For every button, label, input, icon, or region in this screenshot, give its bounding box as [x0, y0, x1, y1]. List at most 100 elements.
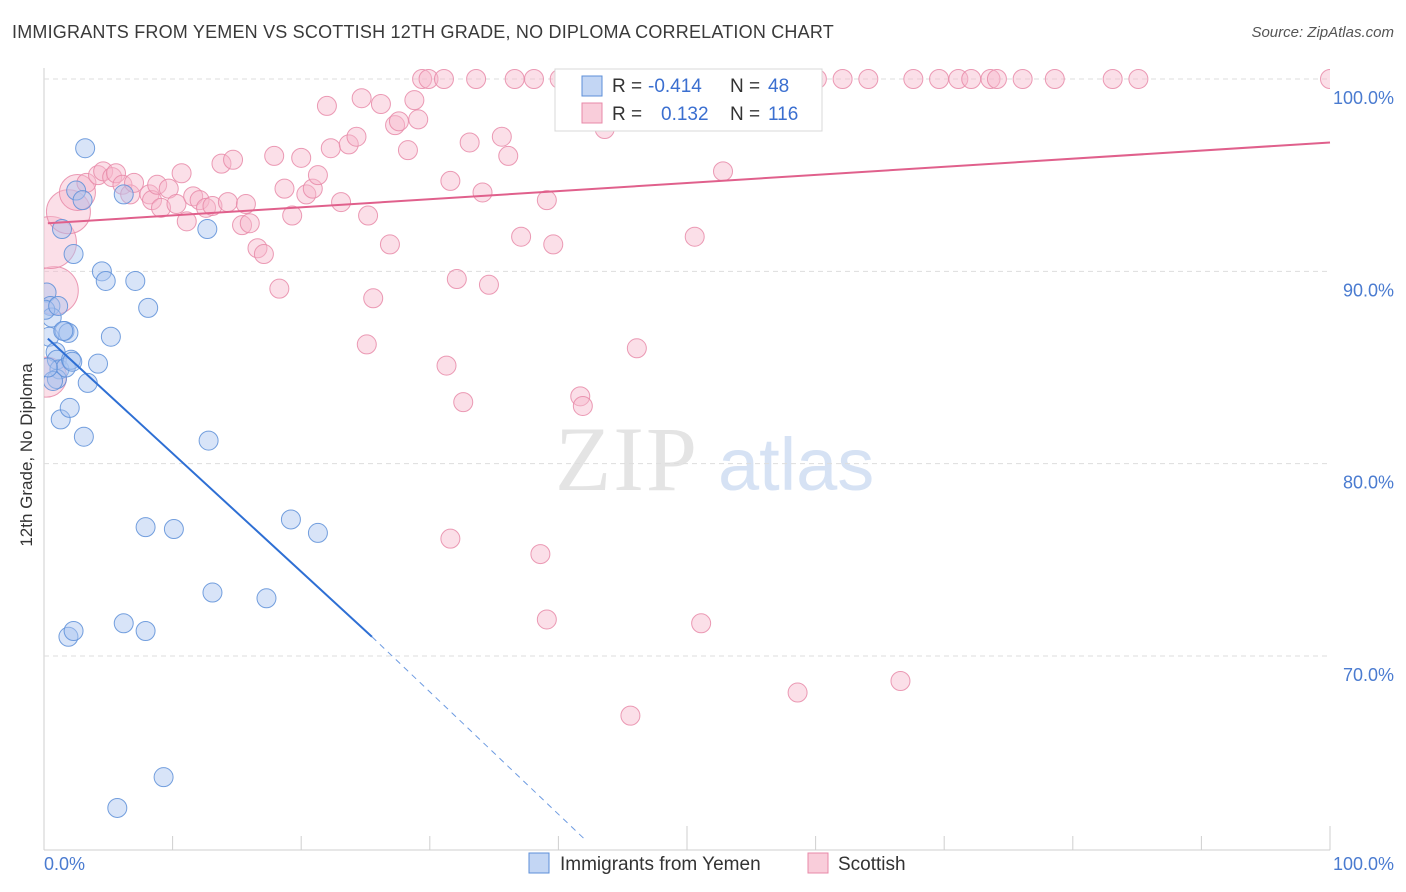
scottish-point-63: [459, 132, 480, 153]
scottish-point-16: [151, 197, 172, 218]
scottish-point-118: [440, 528, 461, 549]
scottish-point-18: [166, 194, 187, 215]
yemen-point-19: [72, 190, 93, 211]
scottish-point-66: [478, 274, 499, 295]
scottish-point-27: [223, 149, 244, 170]
yemen-point-35: [307, 522, 328, 543]
scottish-point-90: [620, 705, 641, 726]
yemen-point-44: [53, 320, 74, 341]
scottish-point-19: [171, 163, 192, 184]
legend-r-label-2: R =: [612, 104, 642, 125]
yemen-point-31: [198, 430, 219, 451]
yemen-point-13: [59, 397, 80, 418]
legend-n-label-2: N =: [730, 104, 760, 125]
scottish-point-49: [370, 94, 391, 115]
scottish-point-52: [388, 111, 409, 132]
scottish-point-72: [536, 190, 557, 211]
scottish-point-36: [282, 205, 303, 226]
scottish-point-58: [433, 69, 454, 89]
scottish-point-12: [124, 172, 145, 193]
legend-n-value-scottish: 116: [768, 104, 798, 125]
scottish-point-113: [1012, 69, 1033, 89]
yemen-point-33: [256, 588, 277, 609]
scottish-point-102: [787, 682, 808, 703]
scottish-point-51: [385, 115, 406, 136]
scottish-point-31: [247, 238, 268, 259]
scottish-point-106: [890, 671, 911, 692]
legend-r-value-scottish: 0.132: [661, 104, 709, 125]
scottish-point-117: [1320, 69, 1330, 89]
scottish-point-111: [980, 69, 1001, 89]
scottish-point-74: [543, 234, 564, 255]
trend-lines: [47, 141, 1331, 840]
scottish-point-21: [183, 186, 204, 207]
scottish-point-44: [338, 134, 359, 155]
scottish-point-46: [351, 88, 372, 109]
yemen-point-24: [88, 353, 109, 374]
yemen-point-32: [202, 582, 223, 603]
scottish-point-91: [626, 338, 647, 359]
yemen-point-16: [63, 244, 84, 265]
scottish-point-114: [1044, 69, 1065, 89]
bottom-legend-swatch-scottish: [807, 852, 829, 874]
watermark-zip: ZIP: [555, 408, 699, 510]
yemen-point-14: [73, 426, 94, 447]
scottish-point-94: [684, 226, 705, 247]
scottish-point-15: [147, 174, 168, 195]
yemen-point-36: [113, 613, 134, 634]
legend-r-value-yemen: -0.414: [648, 76, 702, 97]
scottish-point-8: [102, 167, 123, 188]
scottish-point-39: [302, 178, 323, 199]
yemen-trend-extension: [371, 636, 585, 840]
yemen-point-2: [44, 307, 62, 328]
scottish-point-24: [202, 195, 223, 216]
scottish-point-5: [76, 172, 97, 193]
scottish-point-29: [239, 213, 260, 234]
scottish-point-59: [440, 170, 461, 191]
y-tick-labels: 100.0% 90.0% 80.0% 70.0%: [1333, 88, 1394, 685]
scottish-point-108: [929, 69, 950, 89]
scottish-point-22: [189, 190, 210, 211]
scottish-point-73: [530, 544, 551, 565]
scottish-point-54: [404, 90, 425, 111]
scottish-point-83: [572, 395, 593, 416]
scottish-point-37: [291, 147, 312, 168]
yemen-point-29: [163, 519, 184, 540]
x-tick-marks: [43, 826, 1331, 850]
watermark-atlas: atlas: [718, 423, 874, 506]
yemen-point-28: [135, 517, 156, 538]
scottish-point-70: [511, 226, 532, 247]
scottish-point-95: [691, 613, 712, 634]
scottish-point-32: [253, 244, 274, 265]
x-tick-label-max: 100.0%: [1333, 854, 1394, 874]
scottish-point-26: [217, 192, 238, 213]
yemen-point-22: [95, 270, 116, 291]
scottish-point-116: [1128, 69, 1149, 89]
bottom-legend-swatch-yemen: [528, 852, 550, 874]
scottish-point-64: [466, 69, 487, 89]
y-tick-label-90: 90.0%: [1343, 280, 1394, 300]
y-tick-label-70: 70.0%: [1343, 665, 1394, 685]
scottish-point-9: [106, 163, 127, 184]
scottish-point-55: [408, 109, 429, 130]
scottish-point-104: [832, 69, 853, 89]
scottish-point-68: [498, 145, 519, 166]
scottish-point-98: [713, 161, 734, 182]
scottish-point-107: [903, 69, 924, 89]
yemen-point-23: [100, 326, 121, 347]
scottish-point-34: [269, 278, 290, 299]
scottish-point-42: [316, 95, 337, 116]
correlation-legend: R = -0.414 N = 48 R = 0.132 N = 116: [554, 68, 823, 132]
legend-swatch-scottish: [581, 102, 603, 124]
yemen-point-26: [125, 270, 146, 291]
legend-swatch-yemen: [581, 75, 603, 97]
scottish-point-105: [858, 69, 879, 89]
yemen-point-25: [113, 184, 134, 205]
bottom-legend-label-scottish: Scottish: [838, 854, 906, 875]
scottish-point-41: [320, 138, 341, 159]
yemen-points: [44, 138, 328, 818]
scottish-point-65: [472, 182, 493, 203]
yemen-point-17: [52, 219, 73, 240]
yemen-point-1: [44, 295, 61, 316]
